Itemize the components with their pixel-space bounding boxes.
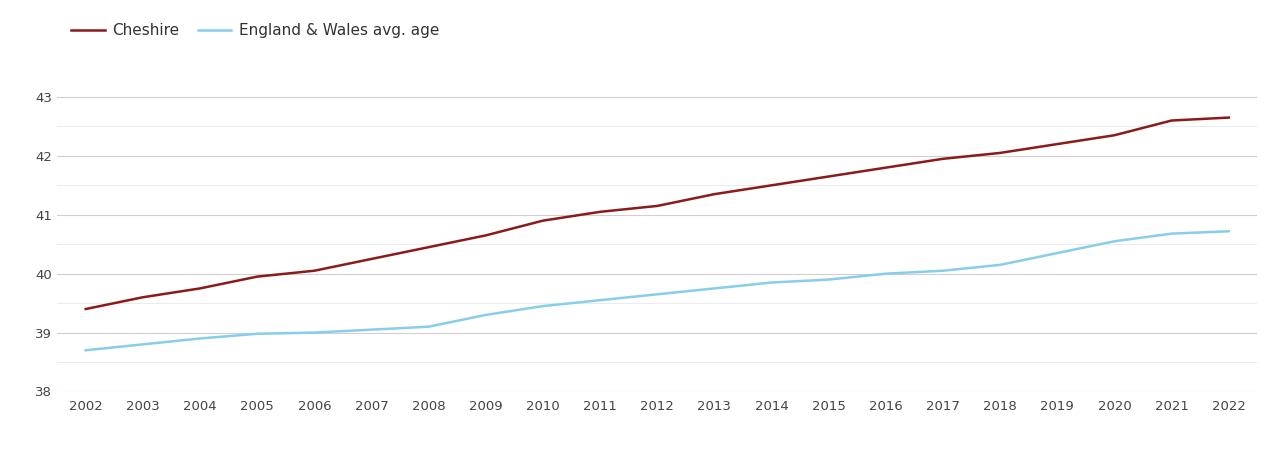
Cheshire [249, 274, 264, 279]
Cheshire [592, 209, 607, 215]
Cheshire [306, 268, 321, 274]
Cheshire [935, 156, 950, 162]
England & Wales avg. age [763, 280, 779, 285]
England & Wales avg. age [1220, 229, 1236, 234]
Line: England & Wales avg. age: England & Wales avg. age [85, 231, 1228, 350]
England & Wales avg. age [478, 312, 493, 318]
England & Wales avg. age [249, 331, 264, 337]
Cheshire [1049, 141, 1064, 147]
Cheshire [478, 233, 493, 238]
England & Wales avg. age [820, 277, 836, 282]
England & Wales avg. age [420, 324, 436, 329]
England & Wales avg. age [306, 330, 321, 335]
England & Wales avg. age [706, 286, 721, 291]
England & Wales avg. age [649, 292, 664, 297]
England & Wales avg. age [1163, 231, 1179, 236]
Cheshire [1163, 118, 1179, 123]
Cheshire [706, 191, 721, 197]
England & Wales avg. age [77, 347, 93, 353]
England & Wales avg. age [992, 262, 1007, 268]
England & Wales avg. age [135, 342, 150, 347]
Cheshire [363, 256, 378, 261]
Cheshire [535, 218, 550, 223]
Cheshire [992, 150, 1007, 156]
Cheshire [763, 183, 779, 188]
Cheshire [1106, 133, 1121, 138]
Cheshire [1220, 115, 1236, 120]
Legend: Cheshire, England & Wales avg. age: Cheshire, England & Wales avg. age [65, 17, 446, 44]
England & Wales avg. age [363, 327, 378, 333]
Cheshire [77, 306, 93, 312]
Cheshire [135, 295, 150, 300]
Cheshire [420, 244, 436, 250]
England & Wales avg. age [592, 297, 607, 303]
England & Wales avg. age [878, 271, 893, 276]
Cheshire [649, 203, 664, 209]
England & Wales avg. age [1106, 238, 1121, 244]
England & Wales avg. age [535, 303, 550, 309]
Cheshire [820, 174, 836, 179]
England & Wales avg. age [1049, 250, 1064, 256]
England & Wales avg. age [192, 336, 207, 341]
Cheshire [192, 286, 207, 291]
England & Wales avg. age [935, 268, 950, 274]
Cheshire [878, 165, 893, 171]
Line: Cheshire: Cheshire [85, 117, 1228, 309]
